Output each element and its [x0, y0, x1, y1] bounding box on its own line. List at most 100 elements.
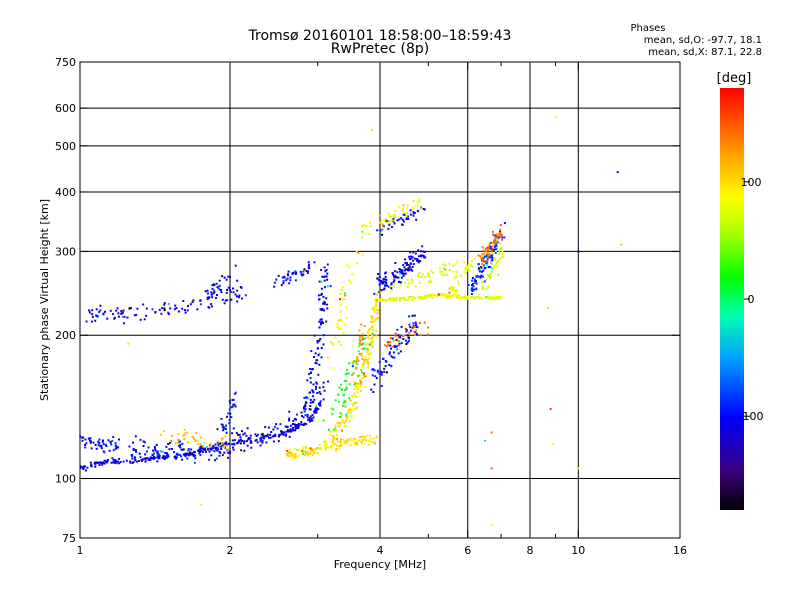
data-point: [387, 344, 390, 347]
data-point: [414, 285, 417, 288]
data-point: [199, 303, 202, 306]
data-point: [163, 458, 166, 460]
data-point: [315, 381, 318, 384]
data-point: [167, 302, 170, 305]
data-point: [373, 309, 375, 312]
data-point: [250, 446, 253, 449]
data-point: [345, 413, 348, 416]
data-point: [282, 282, 285, 285]
data-point: [355, 360, 358, 363]
data-point: [419, 296, 422, 299]
data-point: [423, 276, 426, 279]
data-point: [388, 364, 391, 366]
data-point: [370, 344, 372, 347]
colorbar-tick-label: 0: [748, 293, 755, 306]
data-point: [241, 430, 243, 433]
data-point: [272, 434, 275, 437]
data-point: [199, 450, 202, 452]
data-point: [287, 455, 290, 458]
data-point: [489, 248, 492, 250]
data-point: [382, 299, 385, 302]
data-point: [332, 435, 335, 437]
data-point: [359, 385, 362, 388]
data-point: [321, 275, 324, 278]
data-point: [132, 449, 135, 452]
data-point: [102, 439, 104, 442]
data-point: [394, 346, 396, 348]
data-point: [393, 356, 396, 359]
data-point: [199, 443, 202, 446]
data-point: [476, 295, 479, 298]
data-point: [284, 425, 287, 428]
data-point: [449, 294, 452, 297]
data-point: [370, 128, 373, 131]
data-point: [496, 238, 499, 241]
data-point: [501, 238, 504, 241]
data-point: [279, 423, 282, 426]
data-point: [320, 347, 323, 349]
data-point: [105, 445, 108, 448]
data-point: [415, 324, 417, 327]
data-point: [338, 422, 341, 425]
data-point: [84, 446, 87, 449]
data-point: [144, 458, 147, 461]
data-point: [90, 440, 92, 443]
data-point: [495, 237, 497, 240]
data-point: [482, 257, 485, 260]
data-point: [231, 405, 234, 408]
data-point: [554, 115, 557, 118]
data-point: [380, 218, 383, 221]
data-point: [327, 356, 330, 359]
data-point: [234, 391, 237, 394]
data-point: [362, 223, 365, 226]
data-point: [355, 382, 358, 385]
data-point: [154, 311, 157, 313]
data-point: [360, 352, 363, 355]
data-point: [368, 434, 371, 437]
data-point: [420, 250, 422, 253]
data-point: [189, 451, 192, 454]
data-point: [348, 279, 351, 282]
data-point: [493, 265, 496, 268]
data-point: [350, 412, 352, 415]
data-point: [319, 400, 322, 403]
data-point: [419, 333, 422, 336]
data-point: [210, 291, 213, 294]
data-point: [228, 399, 231, 402]
data-point: [389, 341, 392, 343]
data-point: [465, 297, 468, 300]
data-point: [175, 456, 178, 459]
data-point: [149, 458, 152, 461]
data-point: [398, 299, 401, 302]
data-point: [401, 271, 404, 274]
data-point: [394, 335, 397, 338]
data-point: [428, 273, 430, 276]
data-point: [403, 269, 406, 272]
data-point: [314, 352, 317, 355]
data-point: [482, 264, 485, 267]
data-point: [445, 297, 448, 300]
data-point: [358, 339, 361, 342]
data-point: [416, 201, 419, 204]
data-point: [310, 350, 313, 353]
data-point: [340, 320, 343, 323]
data-point: [354, 437, 357, 440]
data-point: [178, 453, 181, 456]
data-point: [499, 247, 502, 250]
data-point: [370, 437, 373, 440]
data-point: [328, 430, 331, 433]
data-point: [367, 443, 370, 446]
data-point: [307, 265, 310, 268]
data-point: [348, 266, 351, 269]
data-point: [182, 434, 185, 437]
data-point: [372, 391, 375, 393]
data-point: [452, 264, 454, 267]
data-point: [385, 371, 388, 374]
data-point: [320, 309, 323, 312]
data-point: [105, 460, 108, 463]
data-point: [288, 410, 291, 413]
data-point: [375, 301, 378, 303]
data-point: [249, 441, 252, 444]
data-point: [301, 274, 304, 277]
data-point: [397, 352, 400, 355]
